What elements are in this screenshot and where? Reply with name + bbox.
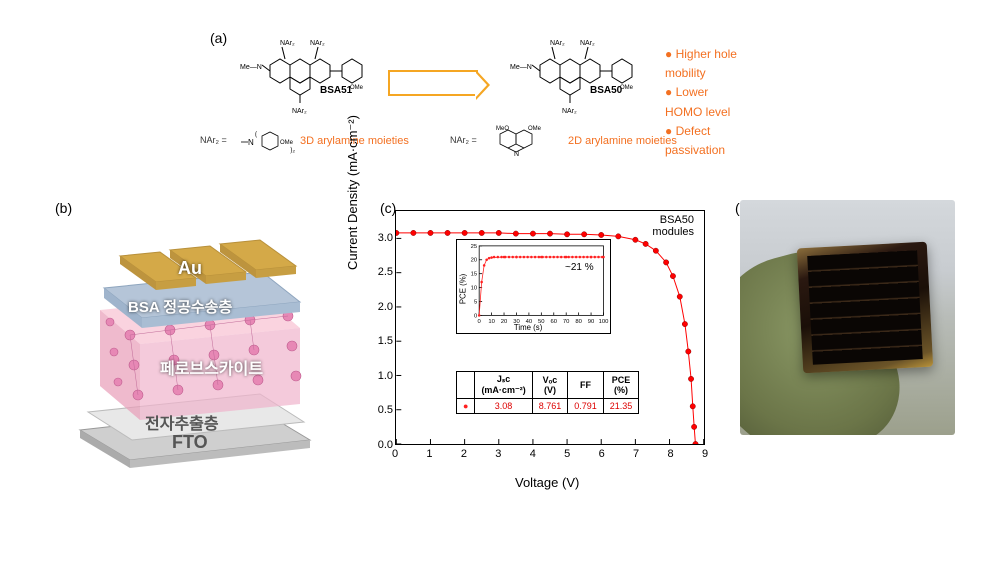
module-photo [740,200,955,435]
mol-left-label: BSA51 [320,85,352,96]
svg-text:⟯₂: ⟯₂ [290,146,295,154]
td-ff: 0.791 [568,399,604,414]
th-pce: PCE (%) [603,372,639,399]
svg-text:N: N [248,138,254,147]
layer-fto: FTO [172,432,208,453]
svg-text:NAr₂: NAr₂ [580,40,595,47]
svg-text:0: 0 [478,319,482,325]
chart-title: BSA50 modules [652,214,694,238]
svg-text:MeO: MeO [496,126,509,132]
th-ff: FF [568,372,604,399]
panel-a: Me—N OMe NAr₂ NAr₂ NAr₂ BSA51 Me—N OMe N… [220,30,740,180]
svg-text:Me—N: Me—N [510,64,532,71]
inset-svg: 01020304050607080901000510152025 Time (s… [457,240,610,333]
svg-text:100: 100 [599,319,610,325]
molecule-bsa51: Me—N OMe NAr₂ NAr₂ NAr₂ BSA51 [220,35,370,125]
layer-pvk: 페로브스카이트 [160,355,263,379]
layer-etl: 전자추출층 [145,410,219,434]
svg-text:90: 90 [588,319,595,325]
svg-text:Me—N: Me—N [240,64,262,71]
inset-note: ~21 % [565,262,594,273]
svg-text:OMe: OMe [280,140,294,146]
table-header-row: Jₛc (mA·cm⁻²) Vₒc (V) FF PCE (%) [457,372,639,399]
x-axis-label: Voltage (V) [515,475,579,490]
svg-text:10: 10 [471,286,478,292]
svg-text:70: 70 [563,319,570,325]
svg-text:60: 60 [550,319,557,325]
th-blank [457,372,475,399]
nar-struct-right-icon: N MeO OMe [488,122,568,156]
svg-text:PCE (%): PCE (%) [458,273,467,304]
svg-text:25: 25 [471,244,478,250]
mol-right-label: BSA50 [590,85,622,96]
nar-struct-left-icon: N⟮ OMe ⟯₂ [238,128,298,156]
td-jsc: 3.08 [475,399,532,414]
bullet-1: Higher hole mobility [665,45,740,83]
svg-text:20: 20 [501,319,508,325]
svg-text:NAr₂: NAr₂ [280,40,295,47]
inset-pce-chart: 01020304050607080901000510152025 Time (s… [456,239,611,334]
y-axis-label: Current Density (mA·cm⁻²) [345,115,361,270]
svg-text:NAr₂: NAr₂ [562,108,577,115]
svg-text:⟮: ⟮ [255,130,258,138]
th-voc: Vₒc (V) [532,372,568,399]
svg-text:20: 20 [471,258,478,264]
nar-prefix-right: NAr₂ = [450,135,477,145]
svg-text:15: 15 [471,272,478,278]
svg-text:NAr₂: NAr₂ [310,40,325,47]
td-pce: 21.35 [603,399,639,414]
jv-chart: BSA50 modules 01020304050607080901000510… [395,210,705,445]
panel-b: Au BSA 정공수송층 페로브스카이트 전자추출층 FTO [60,200,330,480]
svg-text:Time (s): Time (s) [514,323,543,332]
svg-text:OMe: OMe [528,126,542,132]
td-marker: ● [457,399,475,414]
table-data-row: ● 3.08 8.761 0.791 21.35 [457,399,639,414]
layer-bsa: BSA 정공수송층 [128,296,232,317]
svg-text:5: 5 [474,299,478,305]
svg-text:NAr₂: NAr₂ [550,40,565,47]
svg-text:N: N [514,151,519,156]
svg-text:NAr₂: NAr₂ [292,108,307,115]
solar-module-icon [797,242,933,374]
svg-text:10: 10 [488,319,495,325]
panel-c: BSA50 modules 01020304050607080901000510… [350,200,720,500]
layer-au: Au [178,258,202,279]
transform-arrow-icon [388,70,478,96]
td-voc: 8.761 [532,399,568,414]
bullet-2: Lower HOMO level [665,83,740,121]
moiety-right-label: 2D arylamine moieties [568,135,677,147]
molecule-bsa50: Me—N OMe NAr₂ NAr₂ NAr₂ BSA50 [490,35,640,125]
svg-text:80: 80 [575,319,582,325]
nar-prefix-left: NAr₂ = [200,135,227,145]
jv-data-table: Jₛc (mA·cm⁻²) Vₒc (V) FF PCE (%) ● 3.08 … [456,371,639,414]
th-jsc: Jₛc (mA·cm⁻²) [475,372,532,399]
panel-d [740,200,955,435]
